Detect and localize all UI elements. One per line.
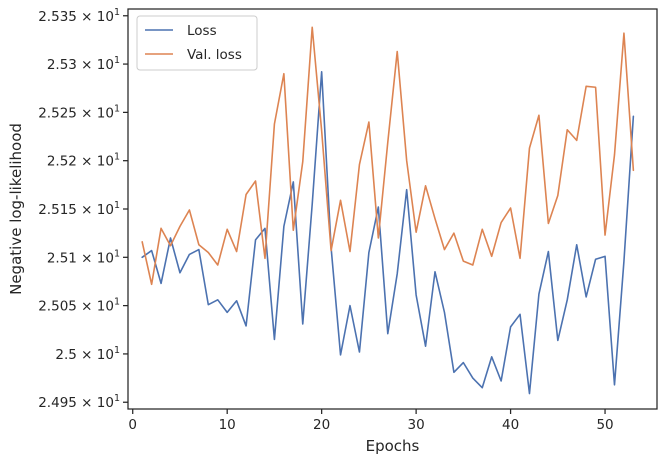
series-line-loss [141, 71, 635, 395]
y-tick-label: 2.51 × 101 [47, 248, 120, 266]
y-tick-label: 2.525 × 101 [38, 103, 120, 121]
y-axis-ticks: 2.495 × 101 2.5 × 101 2.505 × 101 2.51 × 10… [38, 7, 128, 411]
legend: Loss Val. loss [136, 15, 258, 71]
x-tick-label: 20 [313, 417, 330, 433]
y-tick-label: 2.535 × 101 [38, 7, 120, 25]
series-line-val-loss [141, 26, 635, 286]
y-tick-label: 2.53 × 101 [47, 55, 120, 73]
x-tick-label: 10 [219, 417, 236, 433]
y-tick-label: 2.495 × 101 [38, 393, 120, 411]
x-tick-label: 0 [128, 417, 137, 433]
legend-label: Loss [187, 23, 217, 39]
y-tick-label: 2.505 × 101 [38, 297, 120, 315]
x-axis-label: Epochs [366, 437, 420, 455]
y-tick-label: 2.5 × 101 [55, 345, 120, 363]
x-tick-label: 30 [408, 417, 425, 433]
y-tick-label: 2.515 × 101 [38, 200, 120, 218]
y-axis-label: Negative log-likelihood [7, 123, 25, 295]
x-tick-label: 50 [596, 417, 613, 433]
legend-label: Val. loss [187, 47, 242, 63]
x-tick-label: 40 [502, 417, 519, 433]
series-layer [141, 26, 635, 395]
y-tick-label: 2.52 × 101 [47, 152, 120, 170]
x-axis-ticks: 0 10 20 30 40 50 [128, 409, 614, 433]
